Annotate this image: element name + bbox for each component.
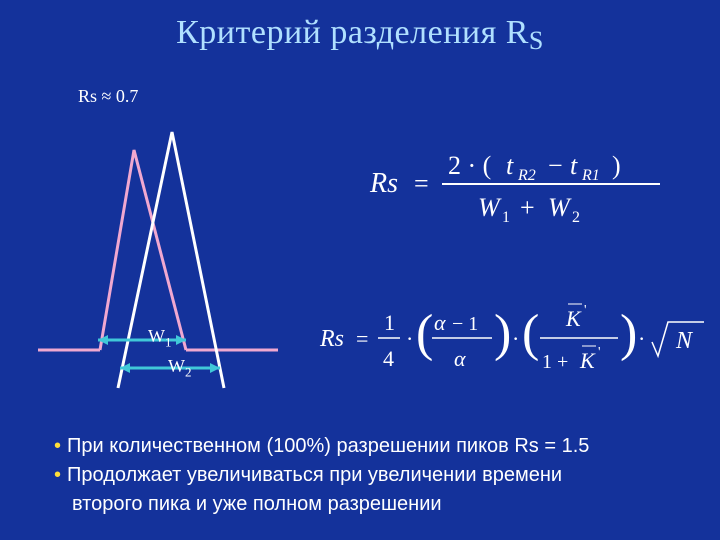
title-text: Критерий разделения R	[176, 14, 529, 51]
bullet-dot-icon: •	[54, 464, 67, 486]
f2-4: 4	[383, 346, 394, 371]
f2-kprime-den: '	[598, 345, 601, 360]
w1-sub: 1	[165, 335, 172, 350]
f1-tr2-t: t	[506, 151, 514, 180]
f2-dot3: ·	[638, 326, 645, 351]
w1-label: W1	[148, 326, 172, 351]
bullet-1: •При количественном (100%) разрешении пи…	[54, 432, 680, 461]
f2-lparen2: (	[522, 305, 539, 362]
bullet-dot-icon: •	[54, 435, 67, 457]
f2-dot2: ·	[512, 326, 519, 351]
f1-eq: =	[414, 169, 429, 198]
f1-tr2-sub: R2	[517, 167, 536, 184]
w1-text: W	[148, 326, 165, 346]
f2-m1: − 1	[452, 313, 478, 335]
f1-w1: W	[478, 193, 502, 222]
bullet-2: •Продолжает увеличиваться при увеличении…	[54, 461, 680, 490]
f1-num-2dot: 2 · (	[448, 151, 491, 180]
f1-w2: W	[548, 193, 572, 222]
f2-alpha1: α	[434, 310, 446, 335]
f1-tr1-t: t	[570, 151, 578, 180]
w2-text: W	[168, 356, 185, 376]
f2-lparen1: (	[416, 305, 433, 362]
f2-alpha2: α	[454, 346, 466, 371]
peak-1	[100, 150, 186, 350]
formula-rs-expanded: Rs = 1 4 · ( α − 1 α ) · ( K ' 1 + K	[320, 290, 700, 395]
f1-lhs: Rs	[369, 168, 398, 199]
bullet-2-cont: второго пика и уже полном разрешении	[54, 490, 680, 519]
f1-w2-sub: 2	[572, 209, 580, 226]
f2-k-num: K	[565, 306, 582, 331]
slide-title: Критерий разделения RS	[0, 14, 720, 56]
f2-N: N	[675, 328, 694, 354]
title-sub: S	[529, 26, 544, 55]
bullet-list: •При количественном (100%) разрешении пи…	[54, 432, 680, 519]
f1-tr1-sub: R1	[581, 167, 600, 184]
f1-w1-sub: 1	[502, 209, 510, 226]
f1-minus: −	[548, 151, 563, 180]
bullet-2-text-b: второго пика и уже полном разрешении	[72, 493, 442, 515]
f2-dot1: ·	[406, 326, 413, 351]
f2-kprime-num: '	[584, 303, 587, 318]
f1-plus: +	[520, 193, 535, 222]
formula-rs-definition: Rs = 2 · ( t R2 − t R1 ) W 1 + W 2	[370, 140, 680, 235]
f2-1plus: 1 +	[542, 351, 568, 373]
f1-num-close: )	[612, 151, 621, 180]
bullet-2-text-a: Продолжает увеличиваться при увеличении …	[67, 464, 562, 486]
w1-arrow	[98, 335, 186, 345]
bullet-1-text: При количественном (100%) разрешении пик…	[67, 435, 589, 457]
w2-sub: 2	[185, 365, 192, 380]
f2-rparen2: )	[620, 305, 637, 362]
f2-eq: =	[356, 326, 368, 351]
f2-rparen1: )	[494, 305, 511, 362]
f2-lhs: Rs	[319, 326, 344, 352]
f2-k-den: K	[579, 348, 596, 373]
w2-label: W2	[168, 356, 192, 381]
f2-1: 1	[384, 310, 395, 335]
